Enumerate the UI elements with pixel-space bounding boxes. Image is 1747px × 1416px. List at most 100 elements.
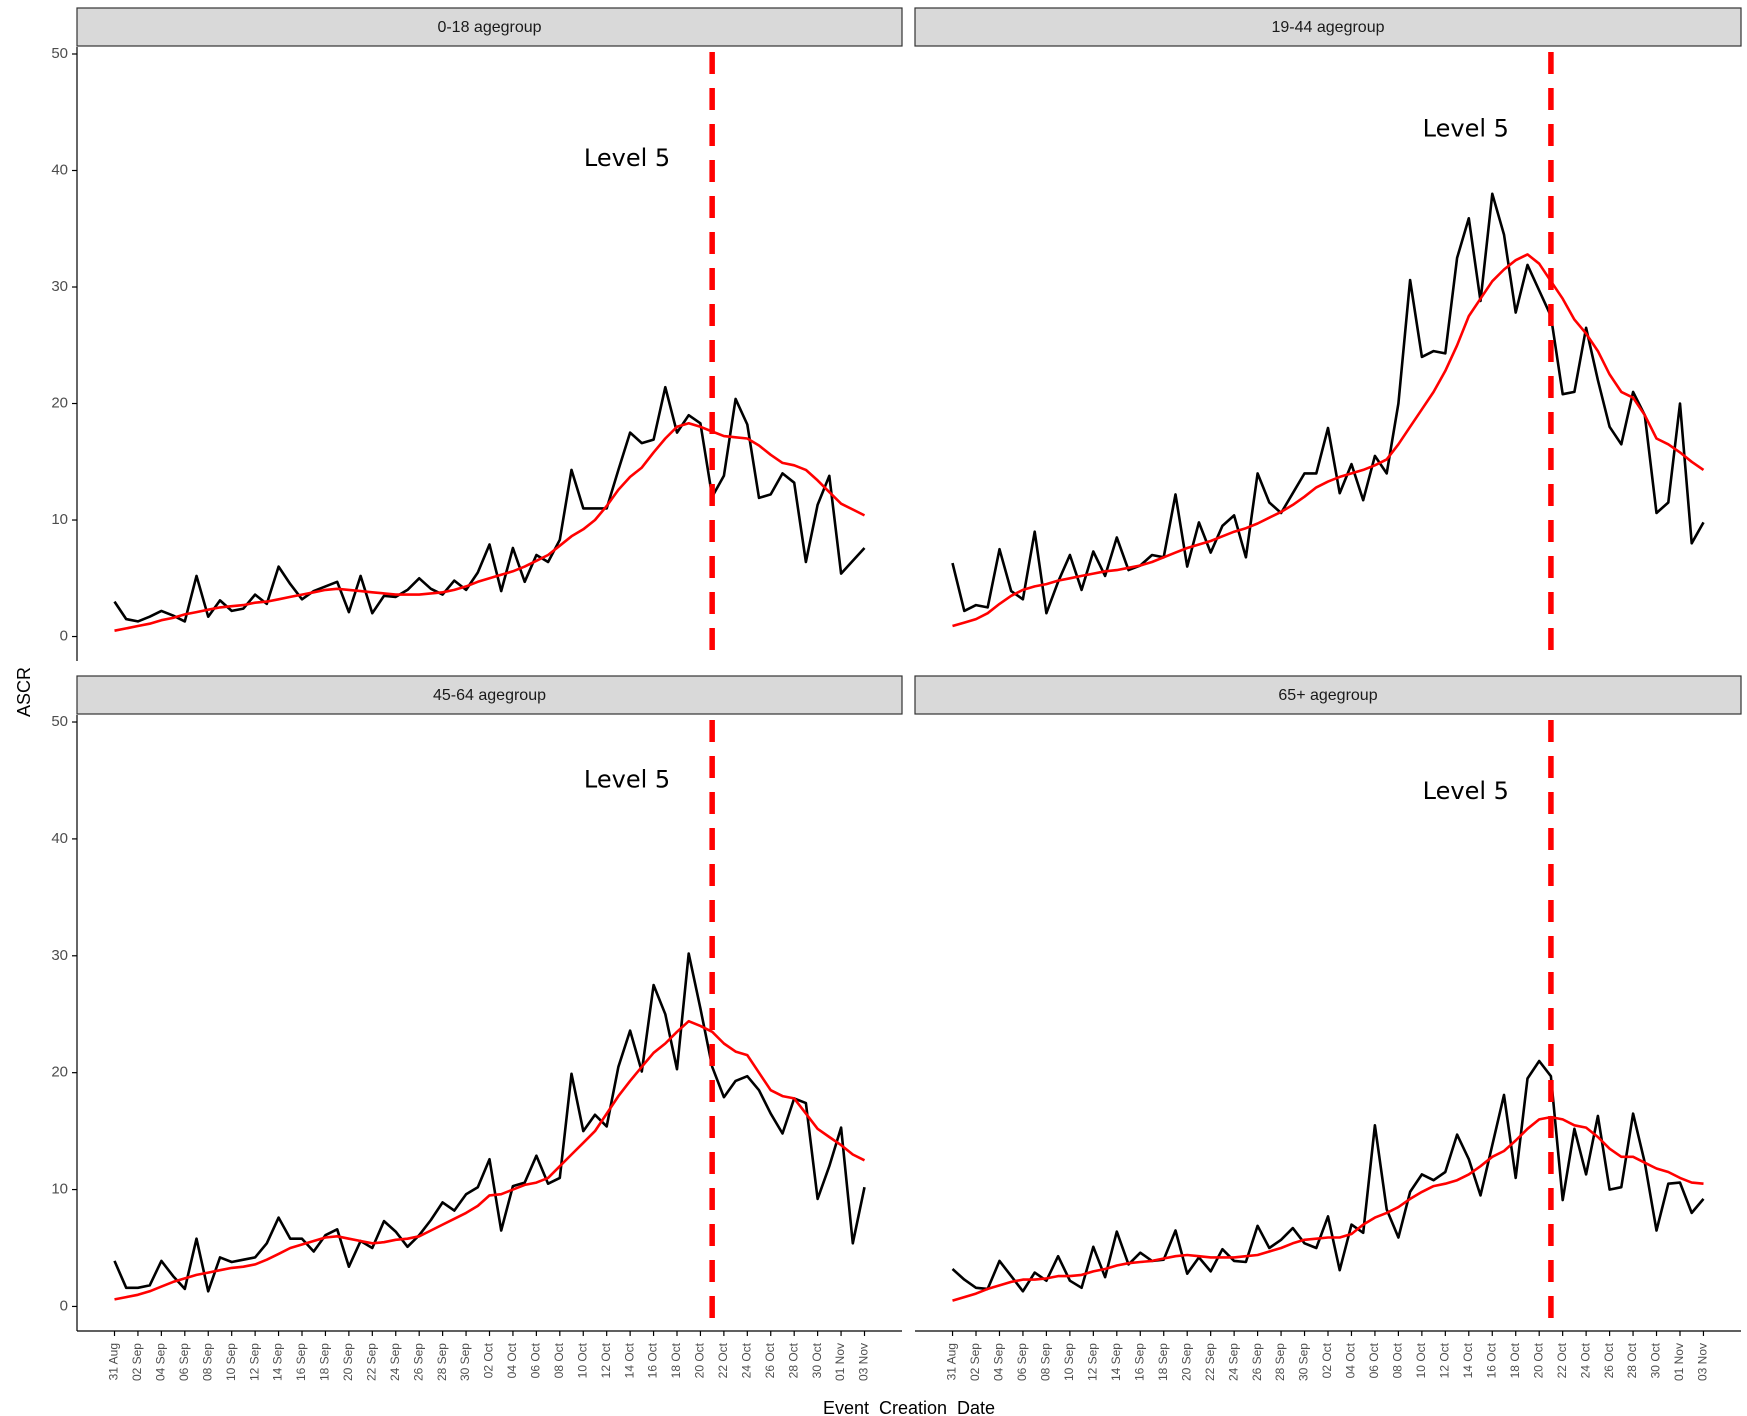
x-tick-label: 16 Oct (646, 1342, 660, 1378)
x-tick-label: 30 Sep (1297, 1343, 1311, 1381)
x-tick-label: 22 Sep (364, 1343, 378, 1381)
x-tick-label: 16 Sep (294, 1343, 308, 1381)
x-tick-label: 14 Oct (1461, 1342, 1475, 1378)
x-tick-label: 10 Sep (1062, 1343, 1076, 1381)
x-tick-label: 02 Oct (482, 1342, 496, 1378)
x-tick-label: 08 Oct (552, 1342, 566, 1378)
x-tick-label: 01 Nov (1672, 1343, 1686, 1381)
x-tick-label: 04 Sep (992, 1343, 1006, 1381)
facet-title: 19-44 agegroup (1272, 19, 1385, 36)
x-tick-label: 06 Oct (1367, 1342, 1381, 1378)
annotation: Level 5 (1423, 777, 1509, 805)
x-tick-label: 16 Oct (1484, 1342, 1498, 1378)
data-line (951, 1059, 1705, 1293)
facet-title: 45-64 agegroup (433, 687, 546, 704)
x-tick-label: 10 Oct (575, 1342, 589, 1378)
x-tick-label: 03 Nov (1696, 1343, 1710, 1381)
annotation: Level 5 (1423, 115, 1509, 143)
facet-title: 65+ agegroup (1278, 687, 1377, 704)
x-tick-label: 30 Sep (458, 1343, 472, 1381)
facet-strip (914, 7, 1742, 47)
x-tick-label: 28 Oct (786, 1342, 800, 1378)
x-tick-label: 26 Sep (1250, 1343, 1264, 1381)
facet-strip (76, 675, 903, 715)
y-tick-label: 20 (51, 1064, 68, 1081)
x-tick-label: 04 Oct (505, 1342, 519, 1378)
x-tick-label: 24 Oct (739, 1342, 753, 1378)
x-tick-label: 04 Oct (1344, 1342, 1358, 1378)
x-tick-label: 08 Sep (200, 1343, 214, 1381)
x-tick-label: 12 Oct (1438, 1342, 1452, 1378)
y-tick-label: 10 (51, 511, 68, 528)
x-tick-label: 26 Oct (763, 1342, 777, 1378)
y-tick-label: 30 (51, 947, 68, 964)
x-tick-label: 22 Oct (716, 1342, 730, 1378)
x-tick-label: 06 Sep (1015, 1343, 1029, 1381)
x-tick-label: 20 Sep (1179, 1343, 1193, 1381)
x-tick-label: 18 Oct (1508, 1342, 1522, 1378)
x-tick-label: 28 Sep (1273, 1343, 1287, 1381)
x-tick-label: 20 Oct (1531, 1342, 1545, 1378)
x-tick-label: 26 Oct (1602, 1342, 1616, 1378)
x-tick-label: 06 Oct (529, 1342, 543, 1378)
x-tick-label: 02 Sep (130, 1343, 144, 1381)
x-tick-label: 10 Sep (224, 1343, 238, 1381)
data-line (113, 952, 866, 1293)
x-tick-label: 26 Sep (411, 1343, 425, 1381)
x-tick-label: 12 Oct (599, 1342, 613, 1378)
y-tick-label: 40 (51, 161, 68, 178)
x-tick-label: 01 Nov (833, 1343, 847, 1381)
x-tick-label: 20 Oct (693, 1342, 707, 1378)
x-tick-label: 12 Sep (247, 1343, 261, 1381)
x-tick-label: 20 Sep (341, 1343, 355, 1381)
data-line (952, 1115, 1704, 1302)
x-tick-label: 08 Oct (1391, 1342, 1405, 1378)
x-tick-label: 22 Oct (1555, 1342, 1569, 1378)
facet-strip (914, 675, 1742, 715)
x-tick-label: 18 Sep (1156, 1343, 1170, 1381)
data-line (114, 1019, 866, 1301)
x-tick-label: 24 Oct (1578, 1342, 1592, 1378)
x-tick-label: 04 Sep (154, 1343, 168, 1381)
x-tick-label: 14 Sep (1109, 1343, 1123, 1381)
y-tick-label: 0 (60, 628, 68, 645)
x-tick-label: 24 Sep (388, 1343, 402, 1381)
data-line (952, 253, 1705, 628)
y-tick-label: 30 (51, 278, 68, 295)
x-tick-label: 28 Sep (435, 1343, 449, 1381)
y-tick-label: 20 (51, 394, 68, 411)
x-tick-label: 08 Sep (1039, 1343, 1053, 1381)
x-tick-label: 31 Aug (945, 1343, 959, 1380)
data-line (951, 192, 1705, 615)
x-tick-label: 18 Sep (318, 1343, 332, 1381)
y-tick-label: 50 (51, 45, 68, 62)
x-tick-label: 02 Sep (968, 1343, 982, 1381)
y-tick-label: 40 (51, 830, 68, 847)
x-tick-label: 22 Sep (1203, 1343, 1217, 1381)
x-tick-label: 14 Oct (622, 1342, 636, 1378)
y-tick-label: 10 (51, 1181, 68, 1198)
y-tick-label: 0 (60, 1297, 68, 1314)
x-tick-label: 12 Sep (1086, 1343, 1100, 1381)
x-tick-label: 31 Aug (107, 1343, 121, 1380)
annotation: Level 5 (584, 765, 670, 793)
x-axis-label: Event_Creation_Date (823, 1398, 995, 1416)
y-tick-label: 50 (51, 713, 68, 730)
facet-strip (76, 7, 903, 47)
x-tick-label: 10 Oct (1414, 1342, 1428, 1378)
x-tick-label: 30 Oct (1649, 1342, 1663, 1378)
x-tick-label: 16 Sep (1132, 1343, 1146, 1381)
x-tick-label: 24 Sep (1226, 1343, 1240, 1381)
annotation: Level 5 (584, 144, 670, 172)
x-tick-label: 18 Oct (669, 1342, 683, 1378)
x-tick-label: 28 Oct (1625, 1342, 1639, 1378)
x-tick-label: 02 Oct (1320, 1342, 1334, 1378)
y-axis-label: ASCR (14, 667, 34, 717)
x-tick-label: 03 Nov (857, 1343, 871, 1381)
x-tick-label: 14 Sep (271, 1343, 285, 1381)
data-line (113, 385, 866, 623)
x-tick-label: 06 Sep (177, 1343, 191, 1381)
x-tick-label: 30 Oct (810, 1342, 824, 1378)
facet-title: 0-18 agegroup (437, 19, 541, 36)
